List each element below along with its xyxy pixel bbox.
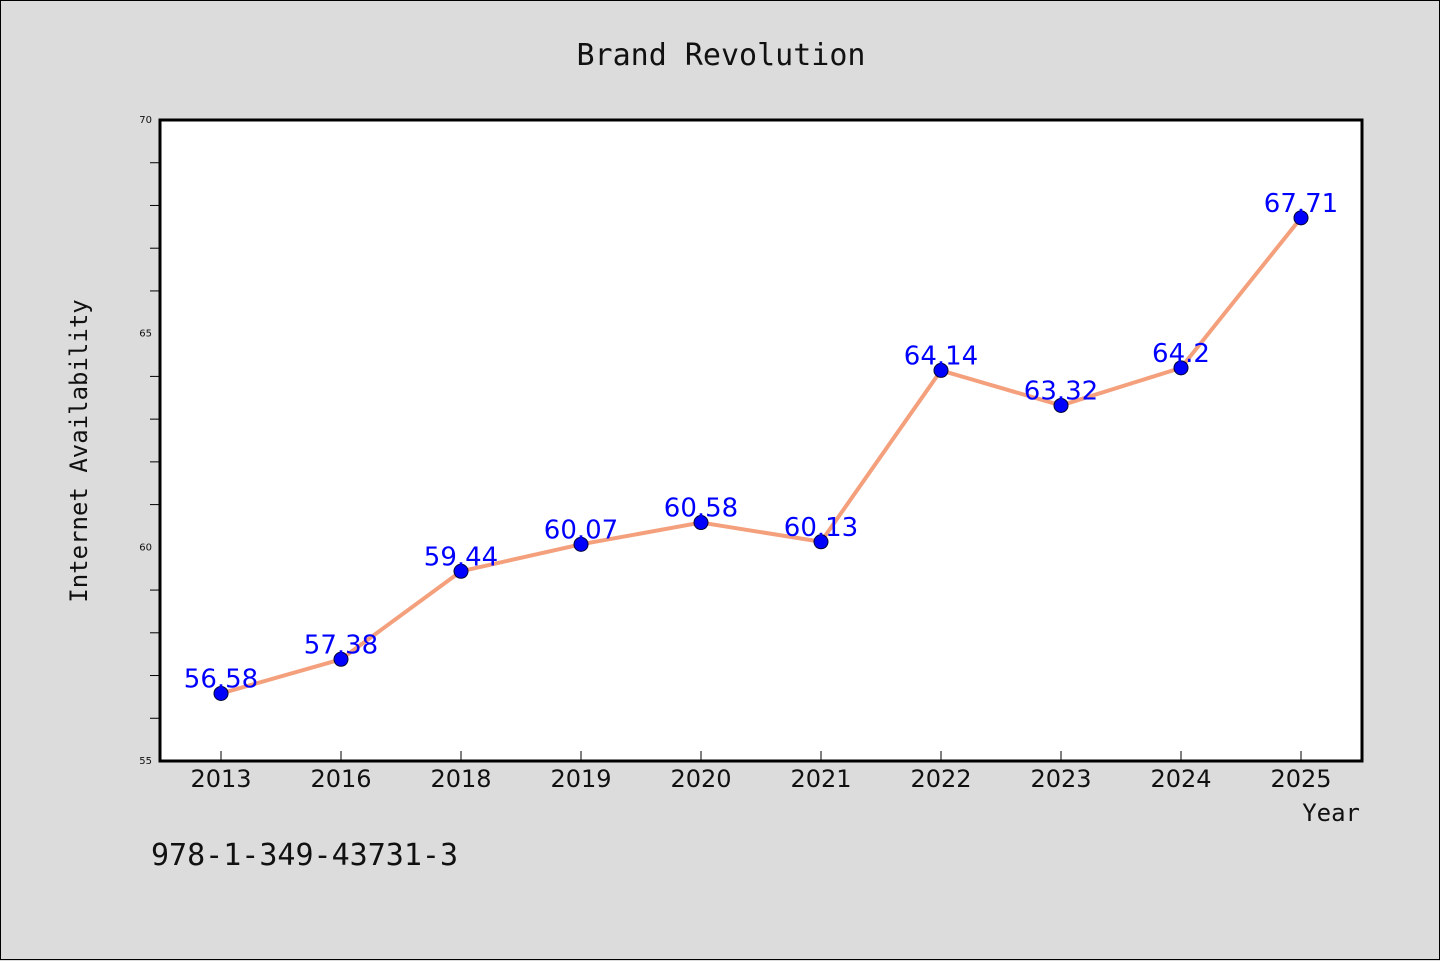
x-tick-label: 2023: [1030, 765, 1091, 793]
data-point: [1293, 210, 1309, 226]
isbn-text: 978-1-349-43731-3: [151, 838, 458, 873]
data-label: 60.58: [664, 494, 738, 524]
y-tick-label: 65: [139, 329, 152, 340]
y-tick-label: 55: [139, 756, 152, 767]
data-label: 63.32: [1024, 376, 1098, 406]
data-point: [573, 536, 589, 552]
data-point: [213, 685, 229, 701]
data-point: [933, 362, 949, 378]
data-label-group: 56.58 57.38 59.44 60.07 60.58 60.13 64.14 63.32…: [184, 189, 1338, 695]
y-tick-label: 60: [139, 542, 152, 553]
data-label: 59.44: [424, 542, 498, 572]
data-point: [1173, 360, 1189, 376]
data-label: 60.07: [544, 515, 618, 545]
y-tick-label: 70: [139, 115, 152, 126]
series-line: [220, 216, 1303, 696]
data-label: 64.14: [904, 341, 978, 371]
data-point: [693, 515, 709, 531]
plot-area: [158, 118, 1364, 763]
y-axis: 55 60 65 70: [139, 115, 160, 767]
data-point: [453, 563, 469, 579]
x-tick-label: 2019: [550, 765, 611, 793]
data-point: [813, 534, 829, 550]
x-tick-label: 2020: [670, 765, 731, 793]
data-point: [1053, 397, 1069, 413]
data-label: 57.38: [304, 630, 378, 660]
data-point: [333, 651, 349, 667]
series-line-group: [220, 216, 1303, 696]
chart-title: Brand Revolution: [577, 38, 866, 73]
x-tick-label: 2022: [910, 765, 971, 793]
x-tick-label: 2024: [1150, 765, 1211, 793]
x-tick-label: 2013: [190, 765, 251, 793]
x-axis-label: Year: [1302, 799, 1360, 827]
x-tick-label: 2016: [310, 765, 371, 793]
x-axis: 2013 2016 2018 2019 2020 2021 2022 2023 2024 2025: [190, 751, 1332, 793]
data-label: 60.13: [784, 513, 858, 543]
data-label: 67.71: [1264, 189, 1338, 219]
marker-group: [213, 210, 1309, 701]
x-tick-label: 2025: [1270, 765, 1331, 793]
x-tick-label: 2021: [790, 765, 851, 793]
data-label: 56.58: [184, 664, 258, 694]
x-tick-label: 2018: [430, 765, 491, 793]
data-label: 64.2: [1152, 339, 1210, 369]
y-axis-label: Internet Availability: [65, 299, 93, 602]
